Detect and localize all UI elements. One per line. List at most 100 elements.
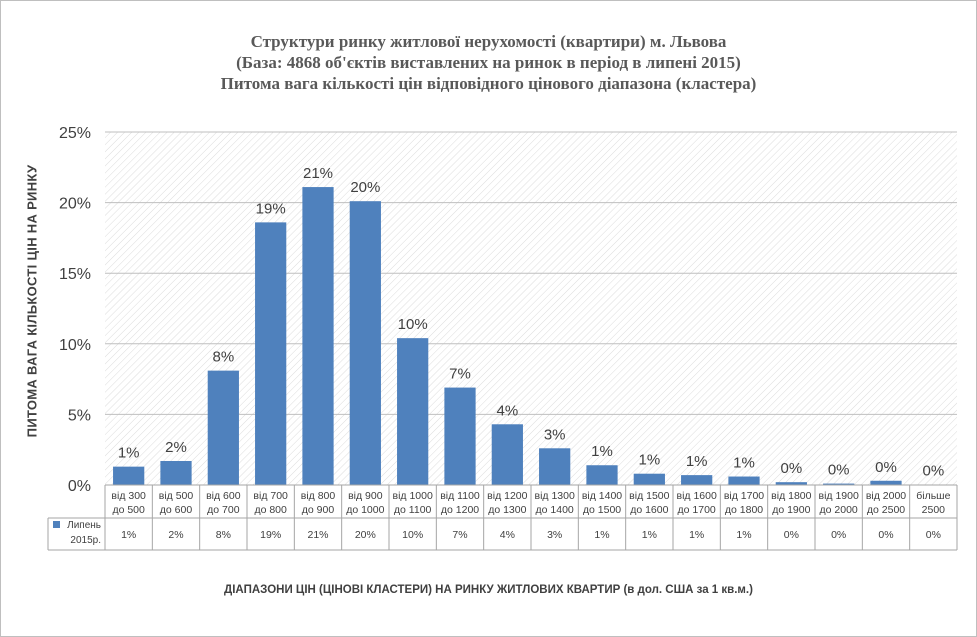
x-category-label-line1: від 900 — [348, 490, 383, 502]
bar — [113, 466, 145, 485]
x-category-label-line2: 2500 — [922, 504, 946, 516]
x-category-label-line2: до 1100 — [394, 504, 432, 516]
x-category-label-line1: від 2000 — [866, 490, 906, 502]
table-value-cell: 8% — [216, 529, 231, 541]
bar — [444, 387, 476, 485]
x-category-label-line2: до 1500 — [583, 504, 621, 516]
table-value-cell: 3% — [547, 529, 562, 541]
x-category-label-line1: від 1200 — [487, 490, 527, 502]
y-tick-label: 5% — [68, 407, 91, 424]
x-category-label-line1: від 800 — [301, 490, 336, 502]
table-value-cell: 19% — [260, 529, 281, 541]
data-label: 19% — [256, 200, 286, 217]
data-label: 2% — [165, 439, 187, 456]
x-category-label-line1: від 600 — [206, 490, 241, 502]
x-category-label-line1: від 500 — [159, 490, 194, 502]
legend-label-line1: Липень — [67, 520, 101, 531]
x-category-label-line2: до 500 — [112, 504, 145, 516]
data-label: 0% — [780, 460, 802, 477]
bar — [207, 370, 239, 485]
x-category-label-line2: до 1300 — [488, 504, 526, 516]
table-value-cell: 1% — [121, 529, 136, 541]
x-category-label-line1: від 1900 — [819, 490, 859, 502]
x-category-label-line2: до 1800 — [725, 504, 763, 516]
x-category-label-line1: від 1300 — [535, 490, 575, 502]
table-value-cell: 20% — [355, 529, 376, 541]
data-label: 1% — [733, 455, 755, 472]
table-value-cell: 2% — [168, 529, 183, 541]
x-category-label-line1: більше — [916, 490, 950, 502]
bar — [255, 222, 287, 486]
data-label: 0% — [828, 462, 850, 479]
data-label: 21% — [303, 165, 333, 182]
data-label: 0% — [875, 459, 897, 476]
x-category-label-line1: від 1800 — [771, 490, 811, 502]
data-label: 1% — [686, 453, 708, 470]
x-category-label-line1: від 1400 — [582, 490, 622, 502]
x-category-label-line2: до 900 — [302, 504, 335, 516]
bar — [539, 448, 571, 485]
plot-area — [105, 132, 957, 485]
x-axis-title: ДІАПАЗОНИ ЦІН (ЦІНОВІ КЛАСТЕРИ) НА РИНКУ… — [224, 584, 753, 596]
bar — [491, 424, 523, 485]
data-label: 10% — [398, 316, 428, 333]
x-category-label-line2: до 1200 — [441, 504, 479, 516]
x-category-label-line2: до 700 — [207, 504, 240, 516]
table-value-cell: 4% — [500, 529, 515, 541]
x-category-label-line2: до 1400 — [536, 504, 574, 516]
data-label: 4% — [496, 402, 518, 419]
bar — [397, 338, 429, 485]
x-category-label-line1: від 1500 — [629, 490, 669, 502]
bar — [681, 475, 713, 485]
x-category-label-line2: до 600 — [160, 504, 193, 516]
y-tick-label: 25% — [59, 125, 91, 142]
data-label: 7% — [449, 366, 471, 383]
bar — [775, 482, 807, 485]
chart-title: Структури ринку житлової нерухомості (кв… — [1, 31, 976, 94]
data-label: 0% — [922, 463, 944, 480]
y-tick-label: 20% — [59, 196, 91, 213]
bar — [728, 476, 760, 485]
x-category-label-line1: від 1000 — [393, 490, 433, 502]
x-category-label-line2: до 2000 — [820, 504, 858, 516]
table-value-cell: 7% — [452, 529, 467, 541]
bar — [160, 460, 192, 485]
x-category-label-line2: до 1000 — [346, 504, 384, 516]
bar — [586, 465, 618, 485]
table-value-cell: 0% — [831, 529, 846, 541]
data-label: 1% — [638, 452, 660, 469]
table-value-cell: 0% — [784, 529, 799, 541]
x-category-label-line1: від 1700 — [724, 490, 764, 502]
table-value-cell: 10% — [402, 529, 423, 541]
legend-label-line2: 2015р. — [70, 535, 101, 546]
table-value-cell: 0% — [926, 529, 941, 541]
table-value-cell: 1% — [642, 529, 657, 541]
y-tick-label: 15% — [59, 266, 91, 283]
x-category-label-line1: від 1100 — [440, 490, 480, 502]
x-category-label-line2: до 1600 — [630, 504, 668, 516]
data-label: 20% — [350, 179, 380, 196]
legend-swatch — [53, 521, 60, 528]
y-tick-label: 0% — [68, 478, 91, 495]
bar — [349, 201, 381, 486]
title-line-2: (База: 4868 об'єктів виставлених на рино… — [236, 53, 741, 72]
table-value-cell: 21% — [307, 529, 328, 541]
table-value-cell: 1% — [689, 529, 704, 541]
data-label: 1% — [591, 443, 613, 460]
x-category-label-line1: від 300 — [111, 490, 146, 502]
bar — [823, 483, 855, 485]
x-category-label-line2: до 1900 — [772, 504, 810, 516]
data-label: 3% — [544, 426, 566, 443]
y-tick-label: 10% — [59, 337, 91, 354]
table-value-cell: 1% — [594, 529, 609, 541]
x-category-label-line2: до 1700 — [678, 504, 716, 516]
x-category-label-line2: до 2500 — [867, 504, 905, 516]
bar — [633, 473, 665, 485]
data-label: 8% — [212, 349, 234, 366]
title-line-1: Структури ринку житлової нерухомості (кв… — [250, 32, 727, 51]
x-category-label-line2: до 800 — [254, 504, 287, 516]
table-value-cell: 1% — [736, 529, 751, 541]
table-value-cell: 0% — [878, 529, 893, 541]
